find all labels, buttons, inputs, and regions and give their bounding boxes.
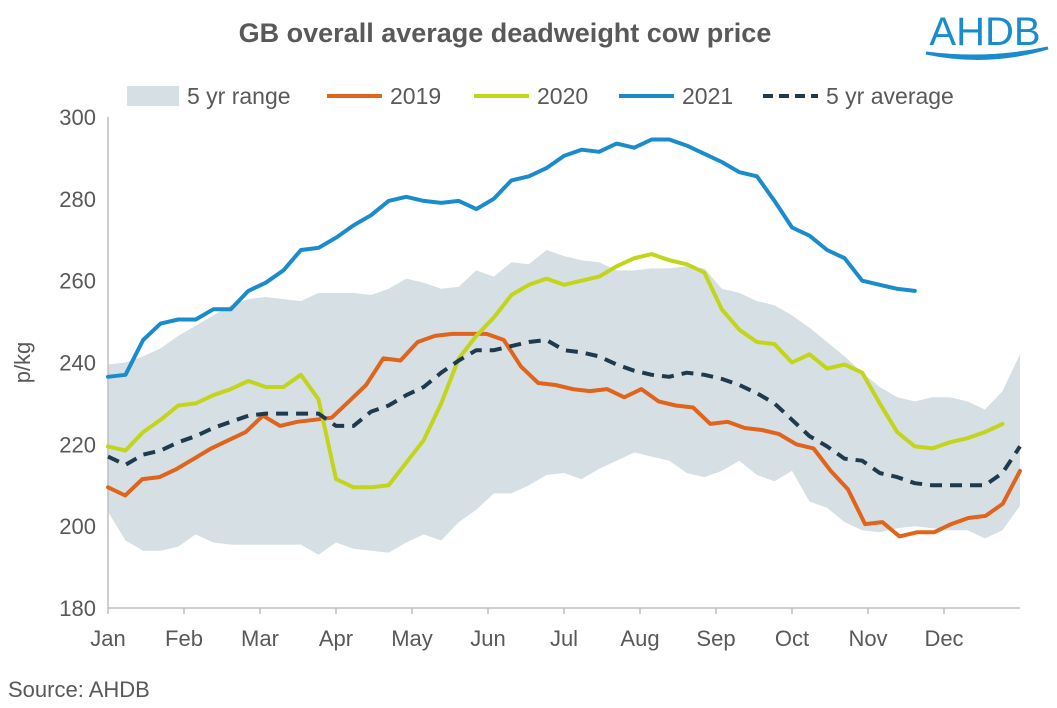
series-2021: [106, 137, 917, 379]
ahdb-logo: AHDB: [925, 10, 1049, 60]
x-tick-label: Jan: [90, 626, 125, 651]
y-tick-label: 200: [59, 514, 96, 539]
source-note: Source: AHDB: [8, 677, 150, 702]
series-2020: [106, 252, 1005, 490]
x-tick-label: Apr: [319, 626, 353, 651]
legend-swatch-average: [763, 94, 818, 98]
x-tick-label: Feb: [165, 626, 203, 651]
legend-item-range: 5 yr range: [127, 81, 291, 111]
legend-swatch-2019: [327, 94, 382, 98]
legend-swatch-range: [127, 86, 179, 106]
x-tick-label: Mar: [241, 626, 279, 651]
x-tick-label: Sep: [696, 626, 735, 651]
y-tick-label: 240: [59, 351, 96, 376]
legend-label-range: 5 yr range: [187, 82, 291, 109]
series-5yr-average: [107, 338, 1022, 488]
y-axis-title: p/kg: [10, 342, 35, 384]
legend-item-2020: 2020: [474, 81, 588, 111]
series-2019: [106, 331, 1022, 539]
y-tick-label: 300: [59, 105, 96, 130]
legend-label-2019: 2019: [390, 82, 442, 109]
logo-text: AHDB: [929, 10, 1040, 54]
legend-swatch-2021: [619, 94, 674, 98]
legend-label-average: 5 yr average: [826, 82, 954, 109]
x-tick-label: Nov: [848, 626, 887, 651]
y-tick-label: 220: [59, 432, 96, 457]
x-tick-label: Jul: [550, 626, 578, 651]
logo-swoosh: [925, 46, 1049, 60]
legend-item-2021: 2021: [619, 81, 733, 111]
legend-item-average: 5 yr average: [763, 81, 954, 111]
legend-label-2021: 2021: [682, 82, 734, 109]
y-tick-label: 180: [59, 596, 96, 621]
legend-swatch-2020: [474, 94, 529, 98]
x-tick-label: May: [391, 626, 433, 651]
x-tick-label: Aug: [620, 626, 659, 651]
legend-item-2019: 2019: [327, 81, 441, 111]
x-tick-label: Oct: [775, 626, 809, 651]
y-tick-label: 260: [59, 269, 96, 294]
chart-legend: 5 yr range 2019 2020 2021 5 yr average: [0, 81, 1057, 111]
y-tick-label: 280: [59, 187, 96, 212]
legend-label-2020: 2020: [537, 82, 589, 109]
x-tick-label: Jun: [470, 626, 505, 651]
x-tick-label: Dec: [924, 626, 963, 651]
chart-title: GB overall average deadweight cow price: [238, 18, 772, 48]
